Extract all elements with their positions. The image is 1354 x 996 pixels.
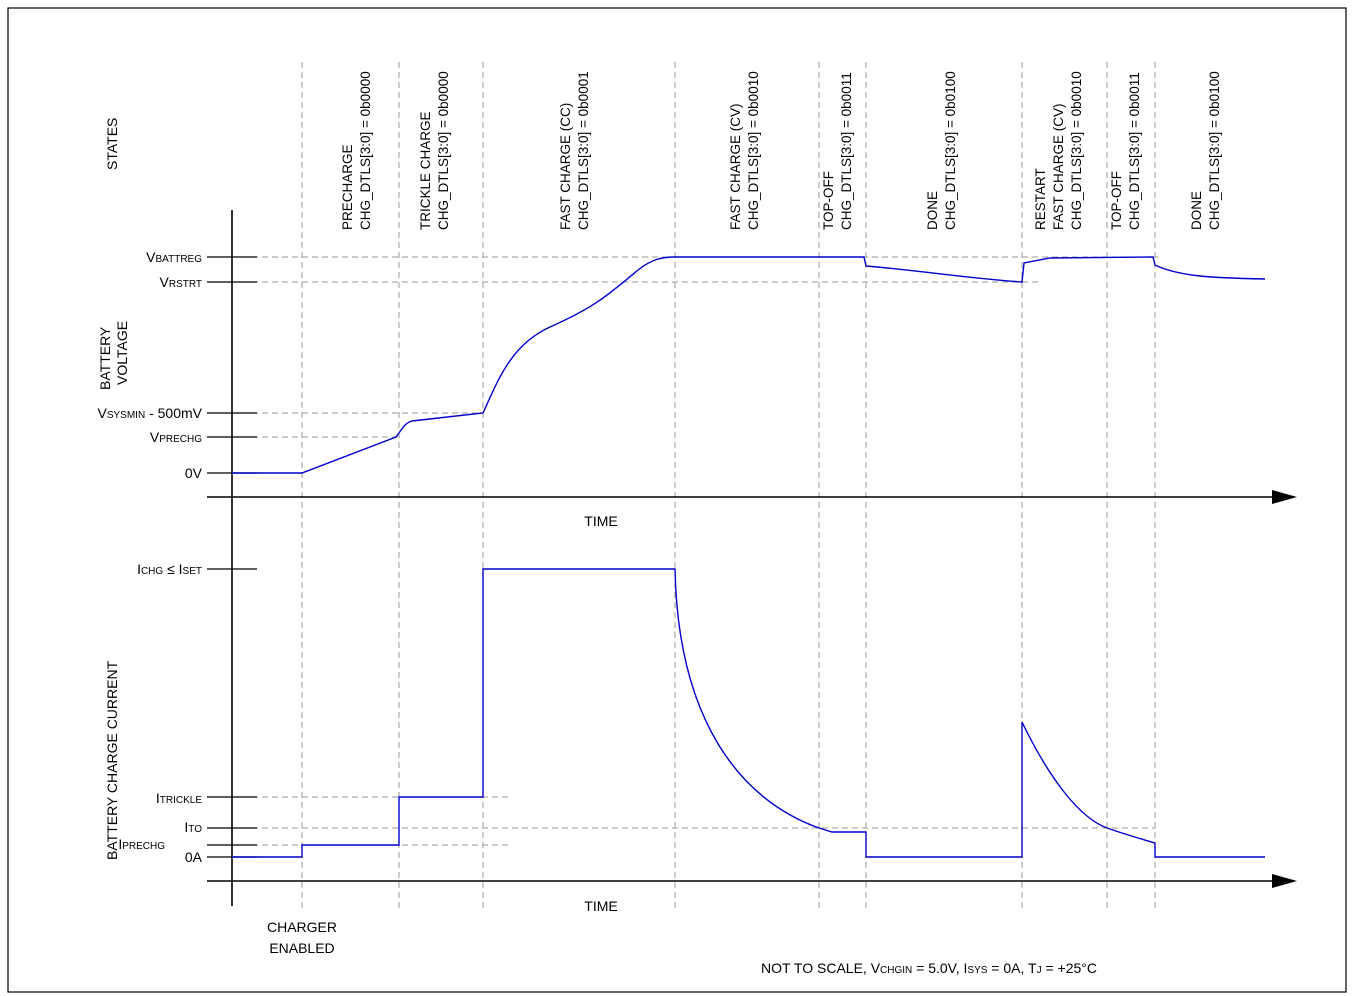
level-guides (232, 256, 1160, 846)
voltage-axes (207, 210, 1297, 906)
state-done2-code: CHG_DTLS[3:0] = 0b0100 (1207, 71, 1222, 230)
state-restart-label: RESTART (1033, 168, 1048, 230)
battery-current-trace (232, 568, 1265, 858)
iprechg-label: IPRECHG (118, 836, 165, 852)
ito-label: ITO (184, 819, 202, 835)
current-axes (207, 568, 1297, 888)
vrstrt-label: VRSTRT (160, 274, 203, 290)
state-topoff2-code: CHG_DTLS[3:0] = 0b0011 (1127, 72, 1142, 230)
zero-volt-label: 0V (185, 465, 203, 481)
voltage-time-label: TIME (584, 513, 617, 529)
ichg-label: ICHG ≤ ISET (137, 561, 202, 577)
vsysmin-label: VSYSMIN - 500mV (98, 405, 203, 421)
states-heading: STATES (104, 118, 120, 170)
state-topoff-name: TOP-OFF (821, 171, 836, 230)
state-topoff2-name: TOP-OFF (1109, 171, 1124, 230)
state-topoff-code: CHG_DTLS[3:0] = 0b0011 (839, 72, 854, 230)
phase-boundaries (301, 62, 1156, 908)
state-fast-cc-code: CHG_DTLS[3:0] = 0b0001 (576, 71, 591, 230)
battery-voltage-label-line1: BATTERY (97, 326, 113, 390)
state-fast-cv-name: FAST CHARGE (CV) (728, 103, 743, 230)
charger-enabled-line2: ENABLED (269, 940, 334, 956)
vprechg-label: VPRECHG (150, 429, 202, 445)
state-labels: PRECHARGE CHG_DTLS[3:0] = 0b0000 TRICKLE… (340, 71, 1222, 230)
state-restart-cv-name: FAST CHARGE (CV) (1051, 103, 1066, 230)
state-done-name: DONE (925, 191, 940, 230)
state-restart-cv-code: CHG_DTLS[3:0] = 0b0010 (1069, 71, 1084, 230)
state-precharge-name: PRECHARGE (340, 144, 355, 230)
footnote: NOT TO SCALE, VCHGIN = 5.0V, ISYS = 0A, … (761, 960, 1097, 976)
state-trickle-name: TRICKLE CHARGE (418, 111, 433, 230)
battery-voltage-trace (232, 256, 1266, 474)
itrickle-label: ITRICKLE (156, 790, 202, 806)
state-done2-name: DONE (1189, 191, 1204, 230)
state-trickle-code: CHG_DTLS[3:0] = 0b0000 (436, 71, 451, 230)
current-time-arrowhead (1272, 874, 1297, 888)
state-done-code: CHG_DTLS[3:0] = 0b0100 (943, 71, 958, 230)
state-fast-cv-code: CHG_DTLS[3:0] = 0b0010 (746, 71, 761, 230)
state-precharge-code: CHG_DTLS[3:0] = 0b0000 (358, 71, 373, 230)
diagram-frame (7, 7, 1347, 993)
charger-enabled-line1: CHARGER (267, 919, 337, 935)
battery-voltage-label-line2: VOLTAGE (114, 321, 130, 385)
voltage-time-arrowhead (1272, 490, 1297, 504)
battery-charge-current-label: BATTERY CHARGE CURRENT (104, 660, 120, 860)
state-fast-cc-name: FAST CHARGE (CC) (558, 103, 573, 230)
vbattreg-label: VBATTREG (146, 249, 202, 265)
current-time-label: TIME (584, 898, 617, 914)
zero-amp-label: 0A (185, 849, 203, 865)
